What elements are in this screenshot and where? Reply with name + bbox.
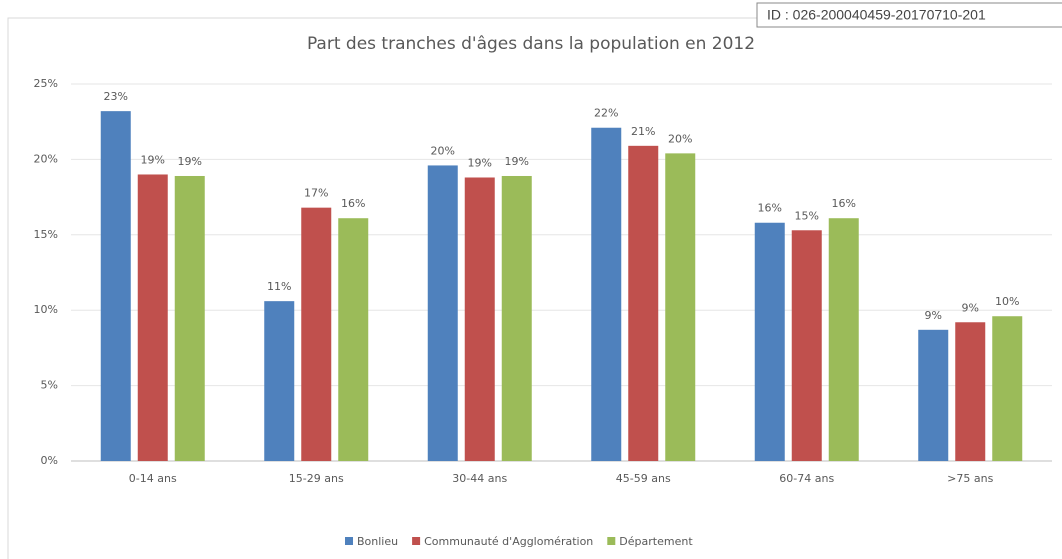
bar [828,218,859,461]
value-label: 10% [995,295,1019,308]
bar [955,322,986,461]
y-tick-label: 5% [41,379,58,392]
bar [137,174,168,462]
bar [427,165,458,461]
value-label: 9% [962,301,979,314]
value-label: 17% [304,187,328,200]
bar [264,301,295,461]
value-label: 20% [431,144,455,157]
legend-swatch [607,537,616,545]
value-label: 23% [104,90,128,103]
value-label: 19% [505,155,529,168]
y-tick-label: 0% [41,454,58,467]
value-label: 16% [758,202,782,215]
value-label: 19% [178,155,202,168]
bar [100,111,131,462]
chart-title: Part des tranches d'âges dans la populat… [307,34,755,54]
value-label: 15% [795,209,819,222]
value-label: 9% [925,309,942,322]
bar [591,127,622,462]
legend-swatch [412,537,421,545]
value-label: 11% [267,280,291,293]
x-tick-label: 45-59 ans [616,472,671,485]
value-label: 22% [594,107,618,120]
bar [338,218,369,461]
y-tick-label: 20% [34,152,58,165]
value-label: 16% [832,197,856,210]
value-label: 21% [631,125,655,138]
bar [628,145,659,461]
value-label: 20% [668,132,692,145]
id-box [756,2,1062,28]
bar [464,177,495,461]
y-tick-label: 15% [34,228,58,241]
x-tick-label: 60-74 ans [779,472,834,485]
x-tick-label: 0-14 ans [129,472,177,485]
bar [918,329,949,461]
bar [791,230,822,461]
legend-label: Bonlieu [357,535,398,548]
bar [301,207,332,461]
legend-swatch [345,537,353,545]
legend-label: Département [619,535,693,548]
legend-label: Communauté d'Agglomération [424,535,593,548]
bar [665,153,696,462]
y-tick-label: 10% [34,303,58,316]
id-annotation: ID : 026-200040459-20170710-201 [767,7,986,23]
y-tick-label: 25% [34,77,58,90]
x-tick-label: 30-44 ans [452,472,507,485]
value-label: 19% [468,156,492,169]
bar [174,175,205,461]
value-label: 19% [141,153,165,166]
x-tick-label: 15-29 ans [289,472,344,485]
bar [754,222,785,461]
bar [992,316,1023,461]
x-tick-label: >75 ans [947,472,993,485]
bar [501,175,532,461]
value-label: 16% [341,197,365,210]
